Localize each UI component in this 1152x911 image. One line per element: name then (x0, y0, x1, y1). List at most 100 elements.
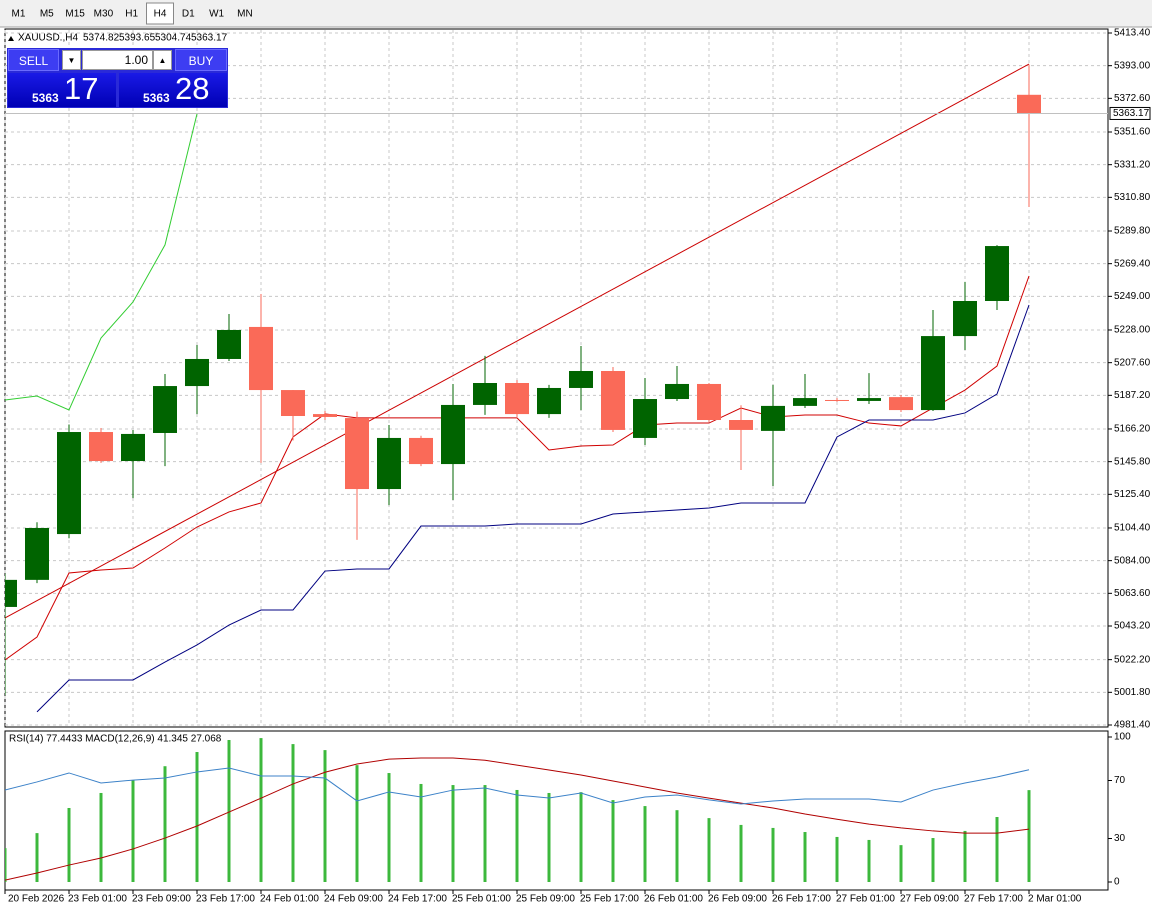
candle-body (697, 383, 721, 421)
y-tick-label: 5289.80 (1114, 226, 1151, 237)
indicator-pane (4, 730, 1109, 891)
indicator-line (5, 275, 1030, 661)
y-tick-label: 5413.40 (1114, 28, 1151, 39)
bid-small: 17 (64, 71, 99, 106)
timeframe-tab[interactable] (174, 3, 202, 24)
histogram-bar (675, 810, 679, 882)
x-tick-label: 27 Feb 17:00 (964, 894, 1023, 905)
x-tick-label: 2 Mar 01:00 (1028, 894, 1082, 905)
ohlc-high: 5393.65 (119, 33, 156, 44)
histogram-bar (643, 806, 647, 882)
histogram-bar (5, 848, 7, 882)
main-grid (4, 30, 1108, 726)
y-tick-label: 30 (1114, 833, 1126, 844)
histogram-bar (899, 845, 903, 882)
candle-body (57, 432, 81, 535)
candle-body (537, 387, 561, 415)
ohlc-open: 5374.82 (83, 33, 120, 44)
histogram-bar (195, 752, 199, 882)
timeframe-label[interactable]: W1 (209, 9, 224, 20)
histogram-bar (259, 738, 263, 882)
x-tick-label: 27 Feb 01:00 (836, 894, 895, 905)
y-tick-label: 5331.20 (1114, 159, 1151, 170)
histogram-bar (771, 827, 775, 882)
y-tick-label: 5043.20 (1114, 621, 1151, 632)
candle-body (761, 405, 785, 431)
x-tick-label: 24 Feb 17:00 (388, 894, 447, 905)
ask-box[interactable]: 5363 28 (119, 71, 227, 107)
timeframe-tab[interactable] (5, 3, 32, 24)
candle-body (313, 414, 337, 417)
histogram-bar (387, 773, 391, 882)
buy-button[interactable]: BUY (175, 49, 227, 71)
last-price-box (1109, 106, 1151, 120)
histogram-bar (995, 817, 999, 882)
timeframe-label[interactable]: H4 (154, 9, 167, 20)
timeframe-tab[interactable] (231, 3, 259, 24)
timeframe-label[interactable]: H1 (125, 9, 138, 20)
sell-button[interactable]: SELL (8, 49, 59, 71)
timeframe-tab[interactable] (33, 3, 61, 24)
indicator-title: RSI(14) 77.4433 MACD(12,26,9) 41.345 27.… (9, 734, 222, 745)
histogram-bar (131, 780, 135, 882)
candle-body (633, 399, 657, 438)
histogram-bar (547, 792, 551, 882)
histogram-bar (931, 838, 935, 882)
timeframe-label[interactable]: M30 (94, 9, 114, 20)
histogram-bar (355, 765, 359, 882)
bid-big: 5363 (32, 91, 59, 105)
lot-input[interactable]: 1.00 (82, 50, 153, 70)
collapse-icon (8, 36, 14, 41)
histogram-bar (1027, 790, 1031, 882)
timeframe-tab[interactable] (89, 3, 117, 24)
histogram-bar (163, 766, 167, 882)
ohlc-close: 5363.17 (191, 33, 228, 44)
timeframe-label[interactable]: M15 (65, 9, 85, 20)
axes: 4981.40 5001.80 5022.20 5043.20 5063.60 5084.… (4, 28, 1151, 905)
candle-body (377, 437, 401, 490)
x-tick-label: 25 Feb 17:00 (580, 894, 639, 905)
y-tick-label: 5001.80 (1114, 687, 1151, 698)
x-tick-label: 23 Feb 09:00 (132, 894, 191, 905)
candle-body (217, 329, 241, 359)
candle-body (505, 383, 529, 415)
y-tick-label: 5228.00 (1114, 325, 1151, 336)
y-tick-label: 4981.40 (1114, 720, 1151, 731)
candle-body (249, 326, 273, 391)
lot-down[interactable]: ▼ (62, 50, 81, 70)
timeframe-tab[interactable] (118, 3, 146, 24)
y-tick-label: 70 (1114, 775, 1126, 786)
timeframe-tab[interactable] (203, 3, 231, 24)
timeframe-label[interactable]: D1 (182, 9, 195, 20)
timeframe-label[interactable]: M5 (40, 9, 54, 20)
x-tick-label: 25 Feb 01:00 (452, 894, 511, 905)
timeframe-label[interactable]: M1 (12, 9, 26, 20)
histogram-bar (323, 750, 327, 882)
histogram-bar (579, 792, 583, 882)
candle-body (5, 579, 17, 607)
x-tick-label: 27 Feb 09:00 (900, 894, 959, 905)
candle-body (1017, 94, 1041, 114)
histogram-bar (963, 830, 967, 882)
y-tick-label: 5104.40 (1114, 523, 1151, 534)
timeframe-label[interactable]: MN (237, 9, 253, 20)
histogram-bar (99, 792, 103, 882)
lot-up[interactable]: ▲ (153, 50, 172, 70)
bid-box[interactable]: 5363 17 (8, 71, 116, 107)
y-tick-label: 5310.80 (1114, 192, 1151, 203)
trendline (5, 63, 1030, 619)
candle-body (953, 300, 977, 337)
y-tick-label: 5207.60 (1114, 357, 1151, 368)
histogram-bar (35, 833, 39, 882)
candle-body (185, 358, 209, 387)
candle-body (889, 397, 913, 411)
x-tick-label: 24 Feb 01:00 (260, 894, 319, 905)
x-tick-label: 26 Feb 17:00 (772, 894, 831, 905)
candle-body (793, 398, 817, 406)
indicator-line (36, 304, 1030, 713)
x-tick-label: 23 Feb 17:00 (196, 894, 255, 905)
y-tick-label: 5063.60 (1114, 588, 1151, 599)
timeframe-tab[interactable] (146, 2, 174, 25)
symbol-title: XAUUSD.,H4 (18, 33, 78, 44)
timeframe-tab[interactable] (61, 3, 89, 24)
